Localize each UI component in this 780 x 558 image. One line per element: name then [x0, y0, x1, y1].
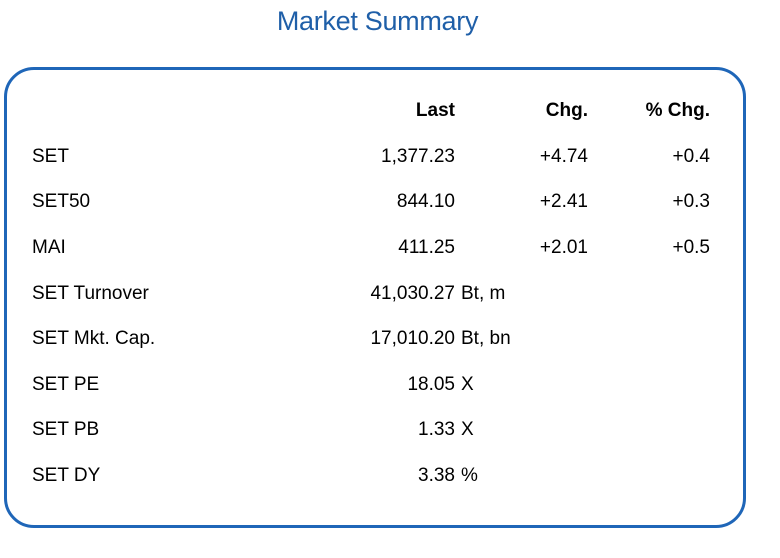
- index-chg: +4.74: [539, 146, 588, 167]
- stat-row-set-pb: SET PB 1.33 X: [0, 419, 780, 443]
- column-header-pct-chg: % Chg.: [645, 100, 710, 121]
- stat-row-set-mkt-cap: SET Mkt. Cap. 17,010.20 Bt, bn: [0, 328, 780, 352]
- index-name: SET50: [32, 191, 91, 212]
- stat-name: SET DY: [32, 465, 101, 486]
- index-pct-chg: +0.3: [672, 191, 710, 212]
- stat-value: 17,010.20: [370, 328, 455, 349]
- page-title: Market Summary: [276, 6, 479, 36]
- market-summary-panel: [4, 67, 746, 528]
- index-row-set50: SET50 844.10 +2.41 +0.3: [0, 191, 780, 215]
- stat-unit: Bt, m: [461, 283, 506, 304]
- stat-unit: X: [461, 419, 474, 440]
- stat-row-set-dy: SET DY 3.38 %: [0, 465, 780, 489]
- index-name: MAI: [32, 237, 66, 258]
- stat-name: SET PB: [32, 419, 100, 440]
- stat-name: SET PE: [32, 374, 100, 395]
- stat-unit: X: [461, 374, 474, 395]
- index-chg: +2.01: [539, 237, 588, 258]
- index-name: SET: [32, 146, 69, 167]
- stat-unit: Bt, bn: [461, 328, 511, 349]
- index-pct-chg: +0.4: [672, 146, 710, 167]
- stat-value: 18.05: [407, 374, 455, 395]
- index-last: 1,377.23: [381, 146, 455, 167]
- column-header-chg: Chg.: [545, 100, 588, 121]
- index-pct-chg: +0.5: [672, 237, 710, 258]
- stat-value: 41,030.27: [370, 283, 455, 304]
- stat-value: 3.38: [418, 465, 455, 486]
- stat-name: SET Mkt. Cap.: [32, 328, 156, 349]
- index-last: 844.10: [396, 191, 455, 212]
- stat-name: SET Turnover: [32, 283, 149, 304]
- index-last: 411.25: [398, 237, 455, 258]
- stat-unit: %: [461, 465, 478, 486]
- stat-row-set-pe: SET PE 18.05 X: [0, 374, 780, 398]
- stat-value: 1.33: [418, 419, 455, 440]
- index-chg: +2.41: [539, 191, 588, 212]
- column-header-last: Last: [415, 100, 455, 121]
- index-row-set: SET 1,377.23 +4.74 +0.4: [0, 146, 780, 170]
- index-row-mai: MAI 411.25 +2.01 +0.5: [0, 237, 780, 261]
- stat-row-set-turnover: SET Turnover 41,030.27 Bt, m: [0, 283, 780, 307]
